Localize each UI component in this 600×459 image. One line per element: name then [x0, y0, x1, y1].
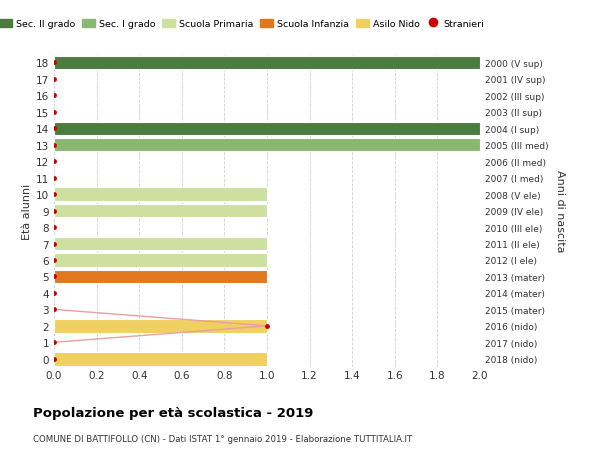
- Bar: [54, 188, 267, 202]
- Bar: [54, 319, 267, 333]
- Bar: [54, 56, 480, 70]
- Bar: [54, 139, 480, 152]
- Text: COMUNE DI BATTIFOLLO (CN) - Dati ISTAT 1° gennaio 2019 - Elaborazione TUTTITALIA: COMUNE DI BATTIFOLLO (CN) - Dati ISTAT 1…: [33, 434, 412, 443]
- Bar: [54, 122, 480, 136]
- Y-axis label: Età alunni: Età alunni: [22, 183, 32, 239]
- Text: Popolazione per età scolastica - 2019: Popolazione per età scolastica - 2019: [33, 406, 313, 419]
- Bar: [54, 204, 267, 218]
- Legend: Sec. II grado, Sec. I grado, Scuola Primaria, Scuola Infanzia, Asilo Nido, Stran: Sec. II grado, Sec. I grado, Scuola Prim…: [0, 16, 488, 33]
- Bar: [54, 254, 267, 267]
- Bar: [54, 352, 267, 366]
- Y-axis label: Anni di nascita: Anni di nascita: [555, 170, 565, 252]
- Bar: [54, 270, 267, 284]
- Bar: [54, 237, 267, 251]
